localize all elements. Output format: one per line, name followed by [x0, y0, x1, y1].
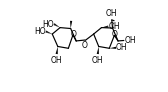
Polygon shape: [56, 46, 58, 54]
Text: O: O: [82, 41, 88, 50]
Text: OH: OH: [124, 36, 136, 45]
Text: OH: OH: [106, 9, 118, 18]
Text: OH: OH: [108, 22, 120, 31]
Text: O: O: [71, 30, 76, 39]
Text: HO: HO: [42, 20, 53, 29]
Polygon shape: [97, 46, 99, 54]
Text: OH: OH: [92, 56, 104, 65]
Polygon shape: [70, 21, 72, 29]
Text: HO: HO: [34, 27, 46, 36]
Text: OH: OH: [116, 43, 128, 52]
Text: O: O: [112, 30, 118, 39]
Text: OH: OH: [51, 56, 62, 65]
